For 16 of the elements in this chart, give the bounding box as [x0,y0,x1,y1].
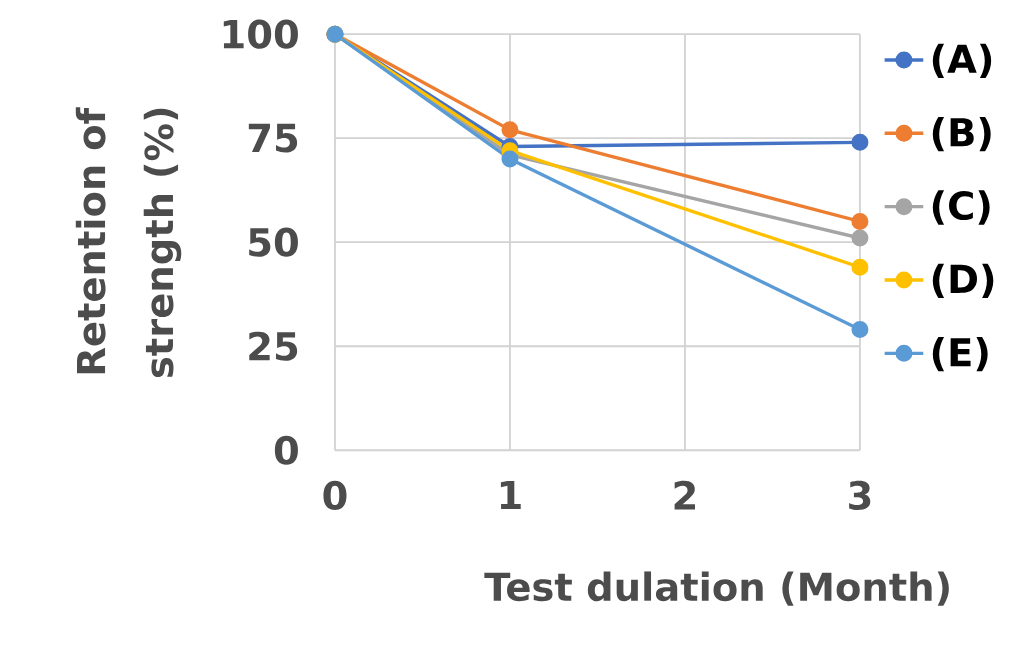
y-tick-label: 75 [248,123,298,153]
legend-label: (B) [932,116,991,152]
legend-label: (C) [932,190,990,225]
y-tick-label: 100 [223,19,298,49]
legend-label: (A) [932,43,992,78]
legend-label: (D) [932,263,994,298]
y-axis-title: Retention of strength (%) [75,107,182,377]
y-tick-label: 0 [274,435,298,465]
x-axis-title: Test dulation (Month) [484,571,949,606]
x-tick-label: 1 [500,480,521,509]
y-tick-label: 25 [249,331,298,361]
legend-label: (E) [932,336,988,372]
x-tick-label: 0 [323,480,347,510]
y-tick-label: 50 [249,227,298,257]
x-tick-label: 2 [674,480,695,510]
x-tick-label: 3 [849,480,871,510]
